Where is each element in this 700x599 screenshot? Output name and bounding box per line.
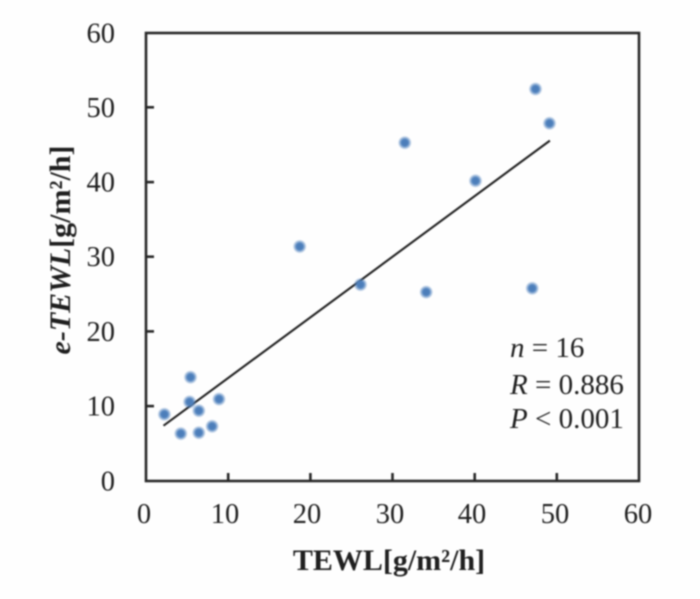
svg-text:30: 30 — [87, 242, 116, 273]
svg-text:40: 40 — [87, 168, 116, 199]
svg-text:60: 60 — [624, 499, 653, 530]
svg-text:n = 16: n = 16 — [510, 332, 584, 364]
svg-text:50: 50 — [541, 499, 570, 530]
svg-text:30: 30 — [376, 499, 405, 530]
svg-text:0: 0 — [137, 499, 151, 530]
svg-text:0: 0 — [101, 467, 115, 498]
svg-text:P < 0.001: P < 0.001 — [509, 403, 624, 435]
svg-text:10: 10 — [211, 499, 240, 530]
svg-text:TEWL[g/m²/h]: TEWL[g/m²/h] — [293, 544, 485, 577]
svg-text:e-TEWL[g/m²/h]: e-TEWL[g/m²/h] — [44, 146, 77, 355]
svg-text:10: 10 — [87, 392, 116, 423]
svg-text:R = 0.886: R = 0.886 — [509, 369, 624, 401]
svg-text:50: 50 — [87, 93, 116, 124]
svg-text:40: 40 — [458, 499, 487, 530]
svg-text:20: 20 — [293, 499, 322, 530]
svg-text:60: 60 — [87, 19, 116, 50]
svg-text:20: 20 — [87, 317, 116, 348]
